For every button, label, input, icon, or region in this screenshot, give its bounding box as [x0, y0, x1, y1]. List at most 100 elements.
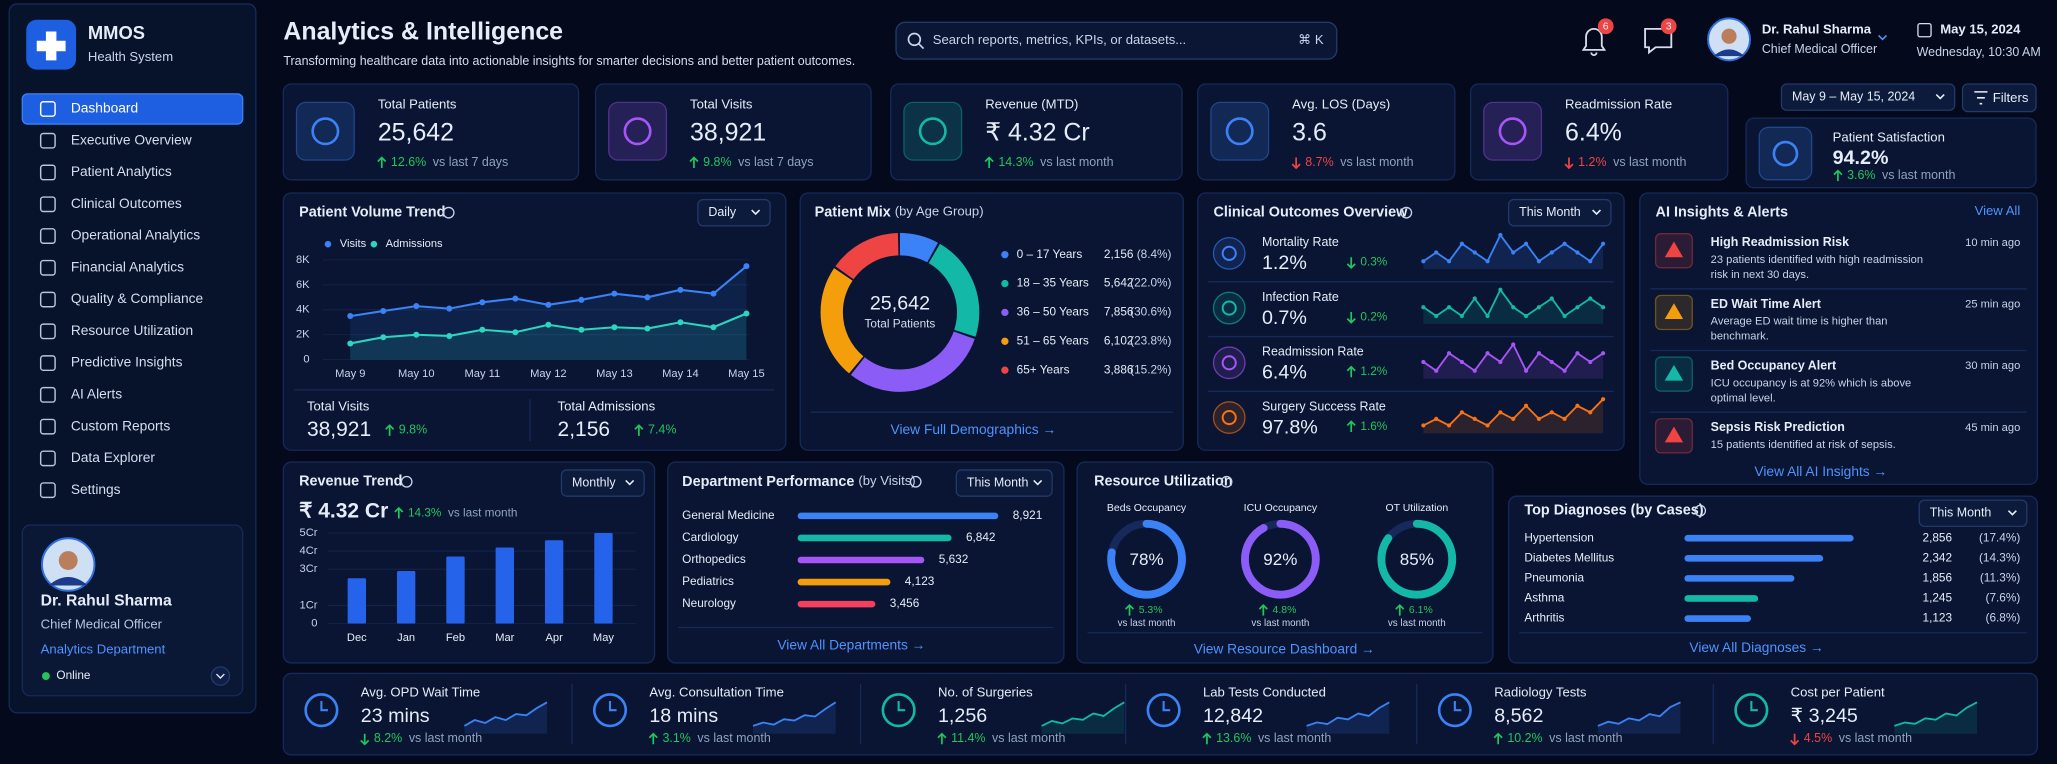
x-tick-label: May 10 [398, 368, 435, 380]
nav-item[interactable]: Predictive Insights [71, 355, 183, 370]
percent-label: (17.4%) [1979, 530, 2020, 544]
sparkline-point [1523, 403, 1529, 408]
search-box[interactable] [895, 21, 1338, 60]
dropdown[interactable] [1780, 83, 1956, 111]
bell-icon[interactable] [1581, 28, 1607, 56]
bar [797, 512, 999, 520]
trend-arrow [394, 506, 404, 519]
nav-item[interactable]: Custom Reports [71, 418, 171, 433]
badge [1660, 18, 1677, 35]
sparkline-point [1575, 250, 1580, 255]
series-point [710, 290, 717, 297]
trend-arrow [1493, 732, 1503, 745]
link[interactable]: View All Diagnoses → [1689, 640, 1823, 655]
row-icon-glyph [1221, 410, 1237, 426]
change-compare: vs last month [1251, 618, 1309, 629]
dropdown[interactable] [1918, 499, 2028, 528]
data-label: 1,856 [1923, 571, 1953, 585]
series-point [380, 308, 387, 315]
notification-count: 6 [1603, 22, 1609, 33]
alert-title: High Readmission Risk [1711, 235, 1849, 249]
link[interactable]: View Resource Dashboard → [1194, 641, 1375, 656]
title-note: (by Age Group) [895, 204, 984, 219]
alert-icon [1664, 364, 1684, 381]
chevron [751, 209, 761, 216]
metric-value: 97.8% [1262, 416, 1318, 438]
alert-icon [1664, 426, 1684, 443]
sparkline-point [1600, 241, 1606, 246]
chevron [625, 479, 635, 486]
series-point [743, 310, 750, 317]
nav-item[interactable]: Clinical Outcomes [71, 196, 182, 211]
metric-value: 1.2% [1262, 252, 1307, 274]
gauge-label: OT Utilization [1385, 503, 1448, 514]
dropdown-label[interactable]: Monthly [572, 475, 616, 489]
percent-label: (14.3%) [1979, 550, 2020, 564]
dropdown-label[interactable]: May 9 – May 15, 2024 [1792, 89, 1915, 103]
nav-item[interactable]: Data Explorer [71, 450, 156, 465]
trend-arrow [937, 732, 947, 745]
change-value: 0.2% [1360, 309, 1387, 323]
search-icon [917, 42, 925, 50]
row-icon-glyph [1221, 355, 1237, 371]
sparkline-point [1536, 351, 1542, 356]
data-label: 6,842 [966, 530, 996, 544]
sparkline-point [1588, 296, 1593, 301]
dropdown-label[interactable]: This Month [1519, 205, 1581, 219]
dropdown-label[interactable]: Daily [708, 205, 736, 219]
date: May 15, 2024 [1940, 22, 2021, 37]
legend-label: 36 – 50 Years [1017, 305, 1089, 319]
bar [594, 532, 613, 624]
sparkline-point [1421, 259, 1426, 264]
link[interactable]: View All [1975, 203, 2021, 218]
nav-item[interactable]: Quality & Compliance [71, 291, 204, 306]
nav-item[interactable]: Settings [71, 482, 121, 497]
profile-toggle[interactable] [210, 666, 231, 686]
alert-description: 23 patients identified with high readmis… [1711, 254, 1923, 266]
filters-label[interactable]: Filters [1993, 90, 2029, 105]
icon-glyph [1225, 117, 1254, 146]
dropdown[interactable] [560, 469, 645, 497]
series-point [512, 295, 519, 302]
dropdown-label[interactable]: This Month [967, 475, 1029, 489]
category-label: Hypertension [1524, 530, 1593, 544]
x-tick-label: Dec [347, 632, 367, 644]
link[interactable]: View All AI Insights → [1754, 464, 1887, 479]
row-icon [1212, 346, 1246, 380]
info-icon [442, 206, 455, 219]
icon-box [295, 101, 355, 161]
dropdown[interactable] [955, 469, 1053, 497]
percent-label: (30.6%) [1130, 305, 1171, 319]
bar [1684, 555, 1824, 562]
nav-item[interactable]: Executive Overview [71, 132, 192, 147]
chevron [1592, 209, 1602, 216]
page-title: Analytics & Intelligence [283, 17, 563, 45]
sparkline-point [1446, 259, 1452, 264]
nav-item[interactable]: Operational Analytics [71, 228, 200, 243]
sparkline-point [1562, 416, 1567, 421]
dropdown-label[interactable]: This Month [1930, 506, 1992, 520]
nav-item[interactable]: Resource Utilization [71, 323, 193, 338]
trend-arrow [689, 156, 699, 169]
trend-arrow [1833, 169, 1843, 182]
y-tick-label: 2K [296, 329, 310, 341]
link[interactable]: View All Departments → [777, 637, 925, 652]
chevron [1033, 479, 1043, 486]
filters-button[interactable] [1961, 83, 2037, 113]
series-point [347, 340, 354, 347]
percent-label: (23.8%) [1130, 333, 1171, 347]
dropdown[interactable] [1507, 198, 1612, 227]
filter-icon [1974, 91, 1988, 105]
nav-item[interactable]: Patient Analytics [71, 164, 172, 179]
sparkline [1597, 701, 1681, 727]
change-value: 6.1% [1409, 605, 1433, 616]
nav-item[interactable]: Financial Analytics [71, 259, 184, 274]
dropdown[interactable] [697, 198, 771, 227]
nav-item[interactable]: Dashboard [71, 101, 138, 116]
sparkline [1041, 701, 1125, 727]
sparkline-point [1523, 313, 1529, 319]
sparkline-point [1459, 241, 1464, 246]
gauge-value: 85% [1400, 550, 1434, 569]
nav-item[interactable]: AI Alerts [71, 387, 122, 402]
link[interactable]: View Full Demographics → [891, 422, 1057, 437]
